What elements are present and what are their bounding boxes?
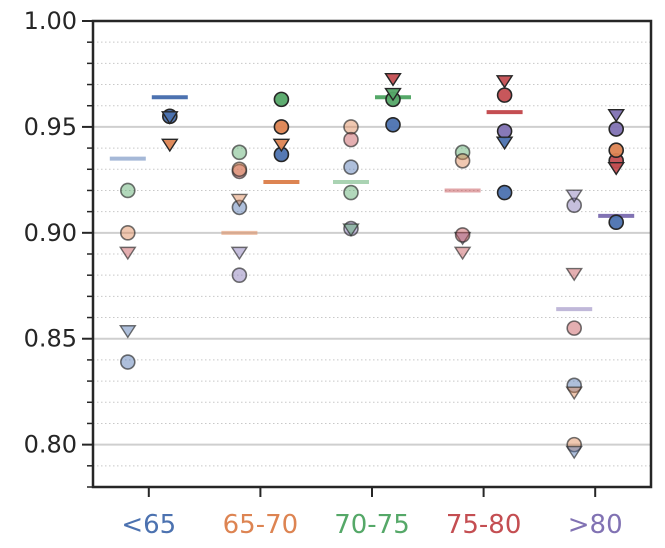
- x-axis: <65 65-70 70-75 75-80 >80: [121, 487, 623, 540]
- data-point: [343, 119, 359, 135]
- data-point: [565, 445, 583, 460]
- y-tick-label: 1.00: [24, 7, 77, 35]
- data-point: [608, 121, 625, 137]
- data-point: [607, 161, 625, 176]
- data-point: [343, 159, 359, 175]
- x-tick-label: >80: [568, 510, 623, 540]
- x-tick-label: 75-80: [446, 510, 522, 540]
- y-tick-label: 0.90: [24, 219, 77, 247]
- data-point: [384, 72, 402, 87]
- data-point: [607, 109, 625, 123]
- data-point: [385, 116, 401, 133]
- data-point: [565, 189, 583, 204]
- data-point: [496, 87, 513, 103]
- data-point: [454, 153, 471, 169]
- mean-lines-layer: [109, 95, 635, 312]
- data-point: [565, 386, 583, 401]
- data-point: [273, 91, 290, 108]
- plot-frame: [91, 19, 653, 489]
- data-point: [453, 246, 472, 261]
- data-point: [566, 377, 583, 394]
- data-point: [230, 193, 249, 208]
- data-point: [272, 138, 291, 153]
- x-tick-label: 65-70: [223, 510, 299, 540]
- data-point: [230, 246, 249, 261]
- data-point: [343, 131, 359, 148]
- data-point: [231, 144, 248, 161]
- data-point: [342, 223, 360, 237]
- y-axis: 0.80 0.85 0.90 0.95 1.00: [24, 7, 93, 488]
- data-point: [454, 144, 471, 161]
- data-point: [343, 184, 359, 201]
- data-point: [565, 267, 583, 282]
- data-point: [161, 111, 179, 125]
- data-point: [608, 142, 625, 159]
- data-point: [566, 436, 583, 453]
- data-point: [384, 87, 402, 102]
- data-point: [608, 214, 625, 231]
- data-point: [119, 246, 137, 261]
- data-point: [495, 75, 514, 89]
- data-point: [454, 227, 471, 243]
- data-point: [231, 199, 248, 216]
- x-tick-label: 70-75: [334, 510, 410, 540]
- data-point: [453, 231, 472, 246]
- data-point: [566, 320, 583, 336]
- data-point: [273, 119, 290, 135]
- data-point: [566, 197, 583, 214]
- data-point: [231, 161, 248, 178]
- data-point: [120, 182, 136, 199]
- y-tick-label: 0.80: [24, 431, 77, 459]
- data-point: [495, 136, 514, 151]
- y-tick-label: 0.85: [24, 325, 77, 353]
- data-point: [120, 354, 136, 370]
- data-point: [120, 225, 136, 241]
- data-point: [119, 325, 137, 339]
- data-point: [161, 138, 179, 153]
- data-point: [496, 184, 513, 201]
- data-point: [231, 267, 248, 283]
- points-layer: [119, 72, 625, 460]
- grid-layer: [93, 20, 651, 488]
- data-point: [496, 123, 513, 139]
- x-tick-label: <65: [121, 510, 176, 540]
- y-tick-label: 0.95: [24, 113, 77, 141]
